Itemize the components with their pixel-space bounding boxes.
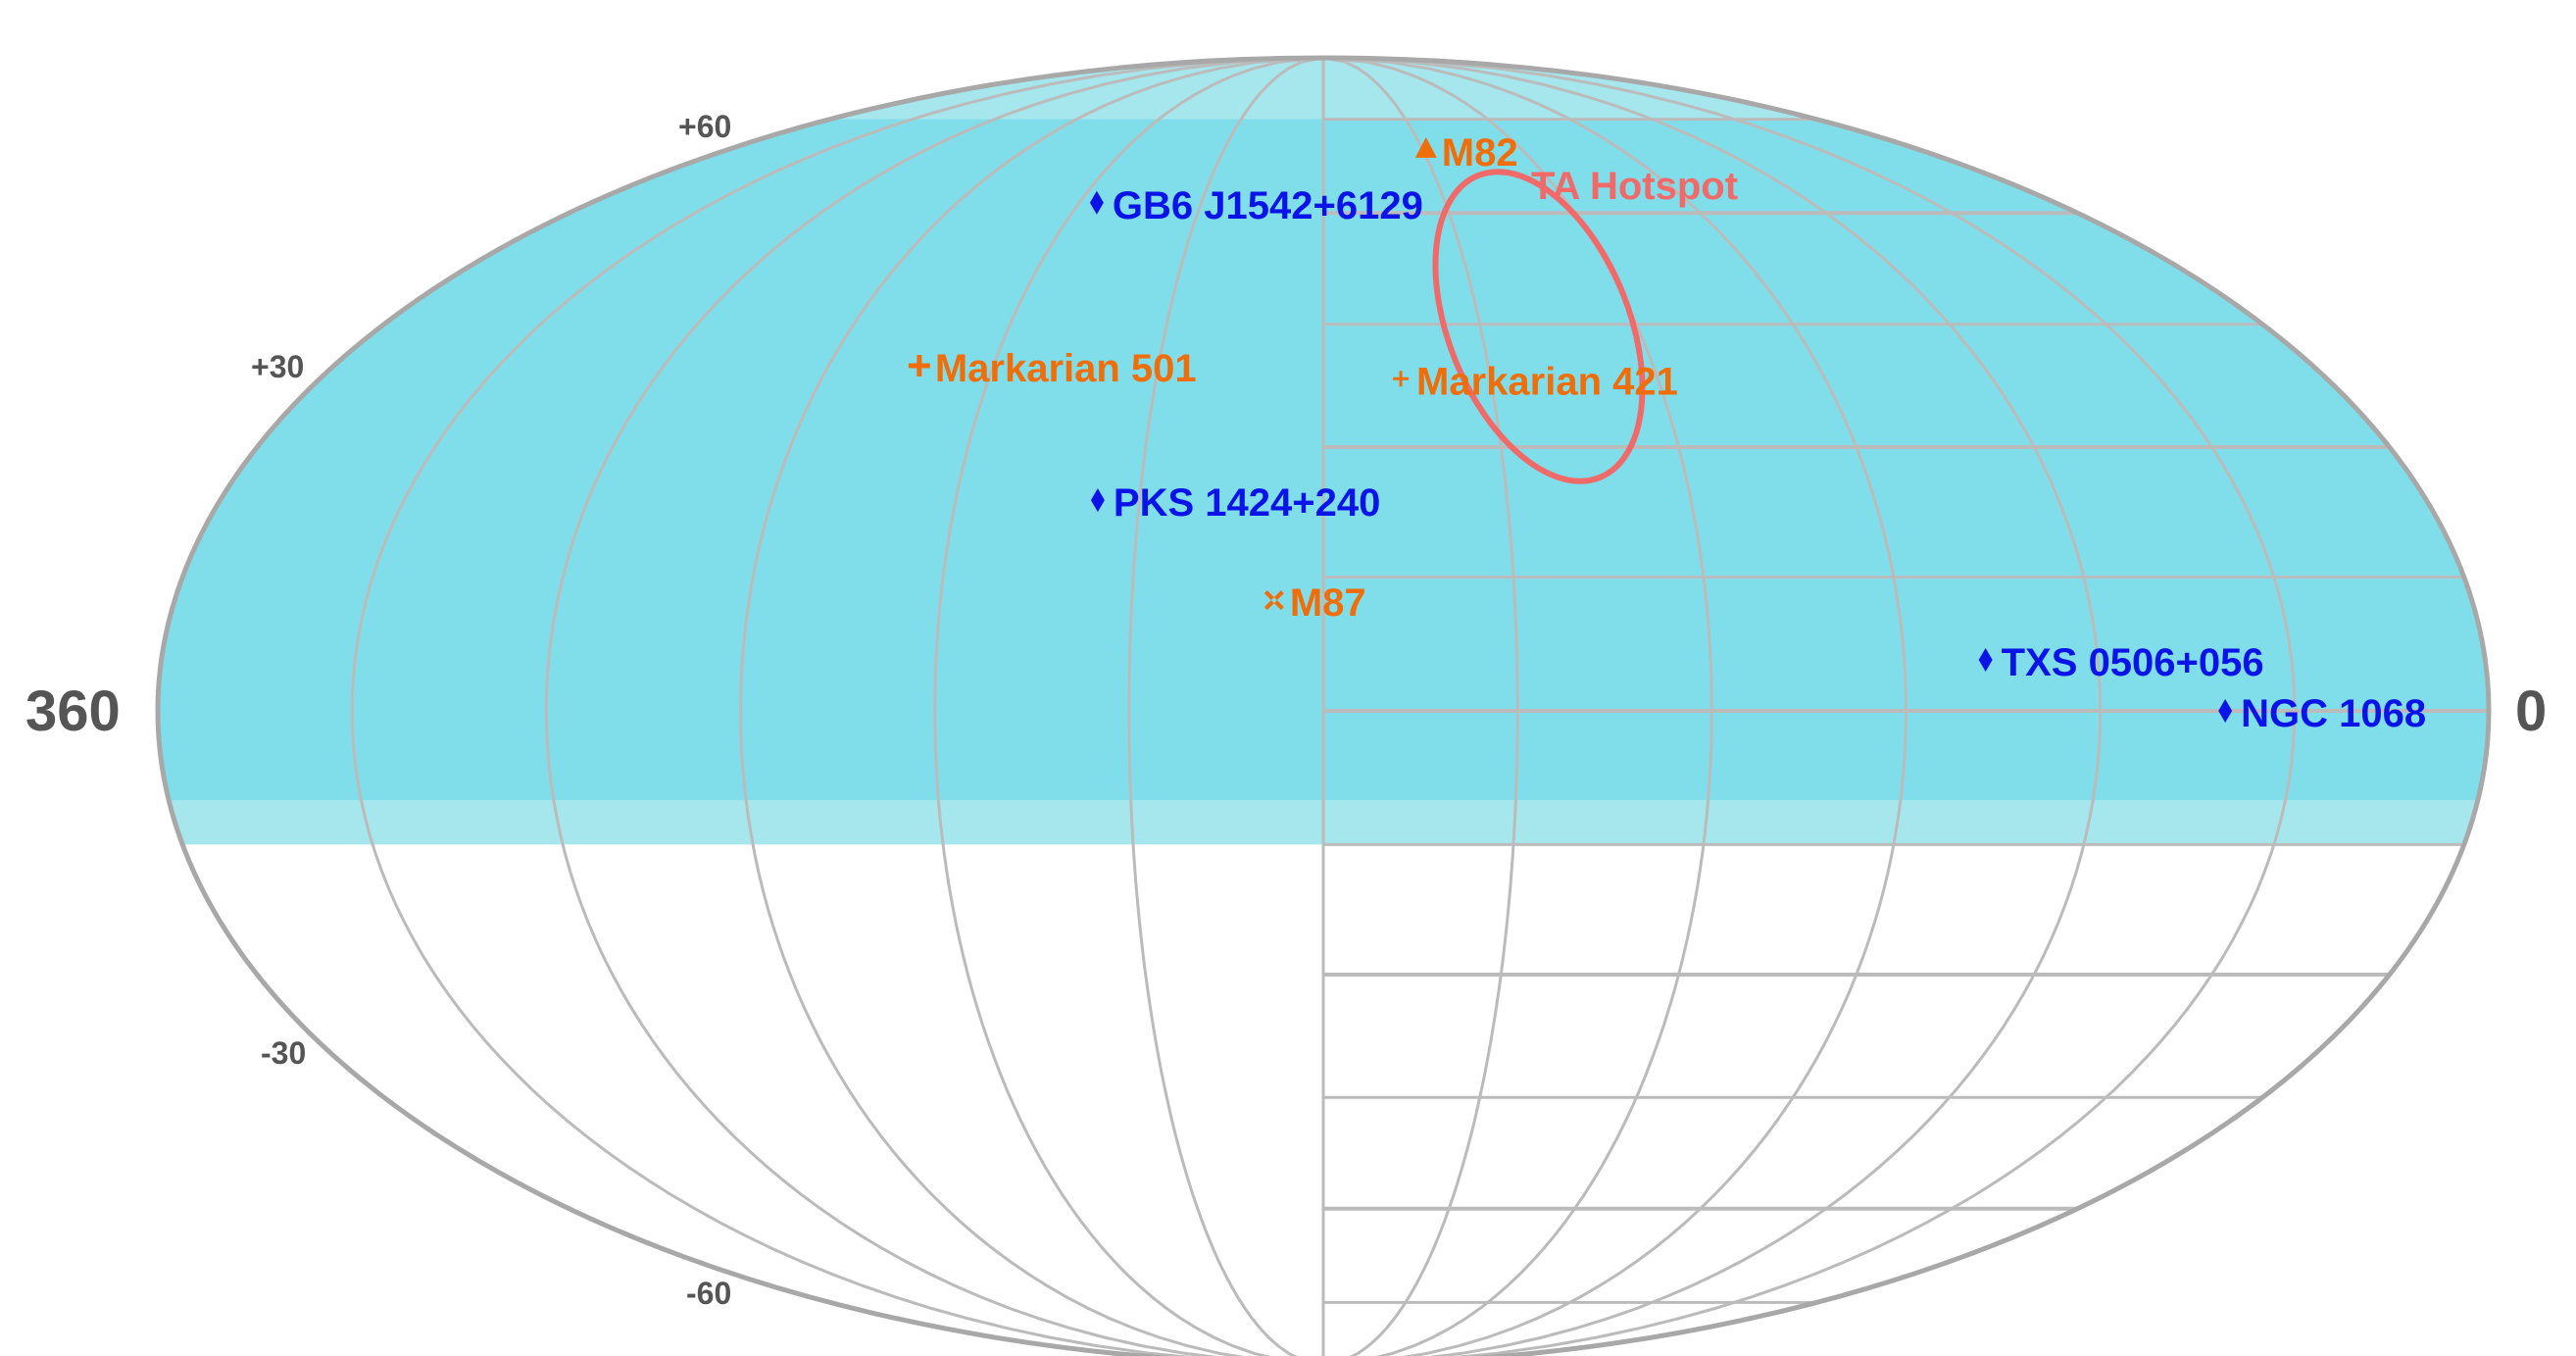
ngc-1068-marker [2218, 699, 2233, 723]
lat-tick-minus30: -30 [261, 1035, 306, 1071]
lat-tick-plus60: +60 [678, 109, 731, 144]
m82-marker [1414, 136, 1437, 158]
markarian-421-label: Markarian 421 [1416, 360, 1678, 403]
markarian-501-label: Markarian 501 [935, 347, 1197, 390]
meridian-line [1127, 58, 1324, 1356]
meridian-line [1322, 58, 1519, 1356]
meridian-line [933, 58, 1324, 1356]
meridian-line [1322, 58, 2103, 1356]
meridian-line [350, 58, 1324, 1356]
txs-0506-marker [1978, 647, 1993, 672]
meridian-line [544, 58, 1324, 1356]
ta-hotspot-ellipse [1432, 169, 1646, 484]
map-outline [155, 55, 2492, 1356]
markarian-421-marker [1393, 371, 1410, 387]
source-layer: M82 GB6 J1542+6129 Markarian 501 Markari… [908, 131, 2426, 735]
ngc-1068-label: NGC 1068 [2241, 692, 2426, 735]
meridian-line [1322, 58, 2297, 1356]
pks-1424-label: PKS 1424+240 [1114, 481, 1380, 525]
gb6-j1542-marker [1089, 190, 1104, 215]
m82-label: M82 [1442, 131, 1518, 175]
m87-label: M87 [1290, 581, 1366, 625]
gb6-j1542-label: GB6 J1542+6129 [1113, 184, 1423, 227]
txs-0506-label: TXS 0506+056 [2002, 641, 2264, 684]
lon-label-right: 0 [2515, 679, 2547, 743]
meridian-line [1322, 58, 1908, 1356]
pks-1424-marker [1090, 488, 1105, 513]
ta-hotspot-label: TA Hotspot [1531, 165, 1738, 208]
meridian-line [738, 58, 1324, 1356]
markarian-501-marker [908, 355, 930, 377]
lon-label-left: 360 [25, 679, 121, 743]
lat-tick-minus60: -60 [686, 1276, 731, 1311]
m87-marker [1263, 590, 1284, 611]
lat-tick-plus30: +30 [251, 349, 304, 384]
